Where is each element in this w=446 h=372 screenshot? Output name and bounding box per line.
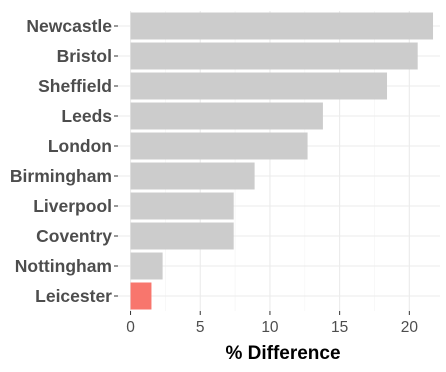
bar-bristol — [130, 42, 418, 70]
axes: Newcastle Bristol Sheffield Leeds London Birm… — [10, 16, 418, 336]
bar-london — [130, 132, 308, 160]
bar-leeds — [130, 102, 323, 130]
x-tick-label: 0 — [126, 319, 135, 336]
bar-coventry — [130, 222, 234, 250]
x-tick-label: 10 — [261, 319, 279, 336]
y-tick-label: Nottingham — [15, 256, 112, 276]
bar-newcastle — [130, 12, 434, 40]
y-tick-label: Bristol — [57, 46, 112, 66]
bar-nottingham — [130, 252, 163, 280]
y-tick-label: Liverpool — [33, 196, 112, 216]
x-axis-title: % Difference — [225, 343, 340, 364]
bar-birmingham — [130, 162, 255, 190]
bar-sheffield — [130, 72, 388, 100]
y-tick-label: London — [48, 136, 112, 156]
bars — [130, 12, 434, 310]
x-tick-label: 5 — [196, 319, 205, 336]
bar-liverpool — [130, 192, 234, 220]
y-tick-label: Newcastle — [26, 16, 112, 36]
x-tick-label: 15 — [331, 319, 348, 336]
y-tick-label: Leicester — [35, 286, 112, 306]
y-tick-label: Coventry — [36, 226, 112, 246]
y-tick-label: Sheffield — [38, 76, 112, 96]
bar-leicester — [130, 282, 152, 310]
y-tick-label: Birmingham — [10, 166, 112, 186]
y-tick-label: Leeds — [61, 106, 112, 126]
x-tick-label: 20 — [401, 319, 419, 336]
